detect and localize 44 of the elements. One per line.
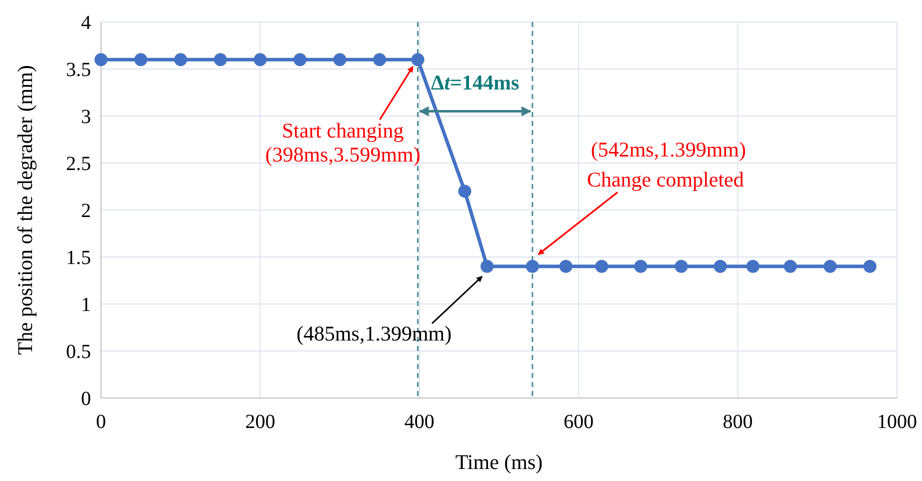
x-axis-title: Time (ms) [455,450,543,474]
y-tick-label: 3.5 [66,59,91,81]
annotation: (542ms,1.399mm) [590,137,746,162]
point [134,53,148,66]
y-tick-label: 0.5 [66,341,91,363]
point [214,53,227,66]
y-tick-label: 3 [81,106,91,128]
annotation: (398ms,3.599mm) [265,142,420,167]
y-tick-label: 2 [81,200,91,222]
x-tick-label: 1000 [877,411,917,433]
x-tick-label: 400 [404,411,434,433]
y-tick-label: 1.5 [66,247,91,269]
point [480,260,494,273]
point [333,53,346,66]
annotation: Change completed [586,167,744,192]
point [863,260,876,273]
point [174,53,188,66]
point [714,260,727,273]
point [373,53,386,66]
y-tick-label: 4 [81,12,91,34]
point [674,260,688,273]
y-axis-title: The position of the degrader (mm) [13,65,37,355]
point [458,184,472,198]
x-tick-label: 800 [722,411,753,433]
x-tick-label: 600 [564,411,594,433]
annotation: Start changing [282,118,404,143]
point [411,53,424,66]
y-tick-label: 0 [81,388,91,410]
point [559,260,572,273]
point [634,260,648,273]
point [526,260,539,273]
point [595,260,608,273]
point [784,260,797,273]
y-tick-label: 2.5 [66,153,91,175]
annotation: (485ms,1.399mm) [296,321,452,346]
point [94,53,108,66]
point [254,53,267,66]
x-tick-label: 0 [96,411,106,433]
point [824,260,837,273]
annotation: Δt=144ms [431,70,520,94]
point [294,53,306,66]
x-tick-label: 200 [245,411,276,433]
point [746,260,760,273]
y-tick-label: 1 [81,294,91,316]
